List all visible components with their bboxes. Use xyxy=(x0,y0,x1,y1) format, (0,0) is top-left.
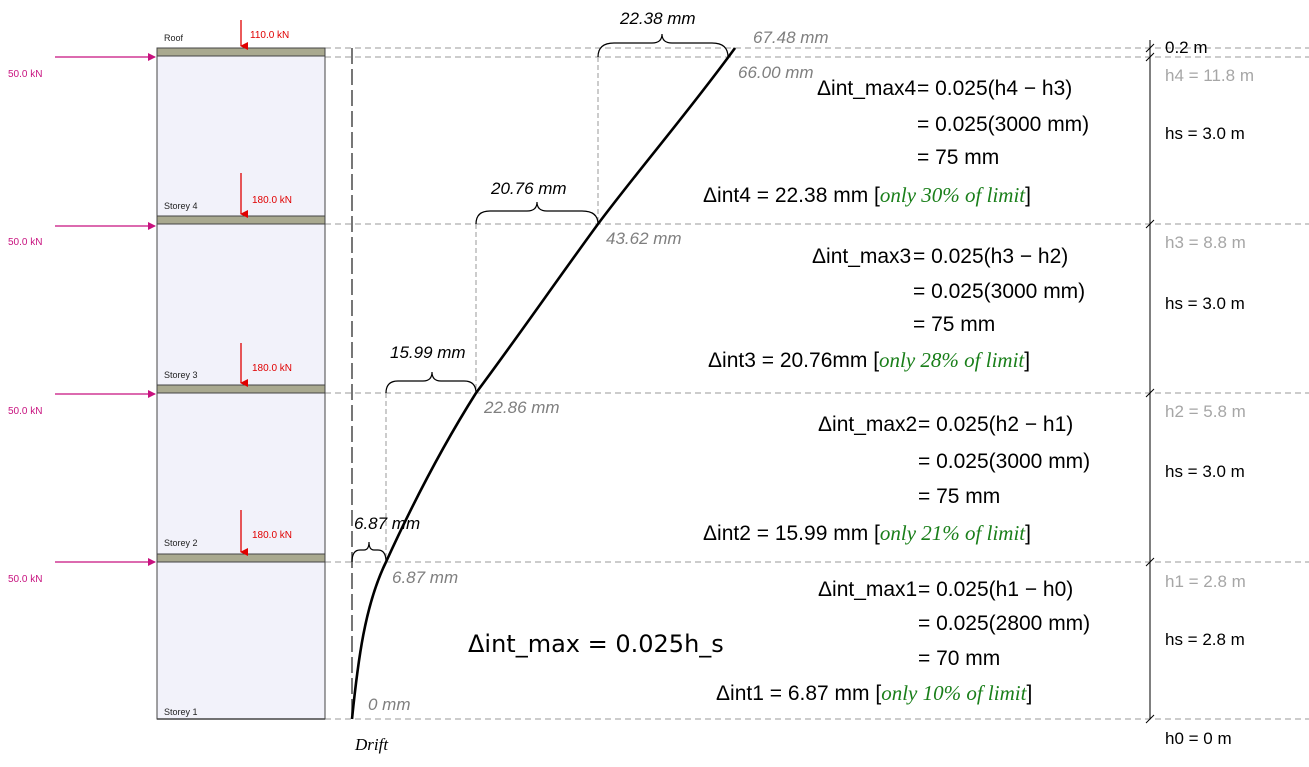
floor-label: Storey 4 xyxy=(164,201,198,211)
lateral-load-label: 50.0 kN xyxy=(8,406,42,417)
slab-storey3 xyxy=(156,384,326,394)
storey-equations: Δint_max4 = 0.025(h4 − h3) = 0.025(3000 … xyxy=(703,77,1090,705)
actual-drift-line: Δint2 = 15.99 mm [only 21% of limit] xyxy=(703,521,1031,545)
max-drift-line: = 0.025(3000 mm) xyxy=(918,450,1090,473)
drift-axis-label: Drift xyxy=(354,735,389,754)
bracket-storey2 xyxy=(385,371,477,394)
bracket-storey4 xyxy=(597,33,729,58)
slab-roof xyxy=(156,47,326,57)
cumulative-drift-label: 66.00 mm xyxy=(738,63,814,82)
lateral-load-label: 50.0 kN xyxy=(8,69,42,80)
interstorey-drift-label: 20.76 mm xyxy=(490,179,567,198)
gravity-load-label: 180.0 kN xyxy=(252,530,292,541)
elevation-label: h4 = 11.8 m xyxy=(1165,66,1254,85)
floor-label: Storey 2 xyxy=(164,538,198,548)
height-dimension-line xyxy=(1145,40,1155,724)
elevation-label: h3 = 8.8 m xyxy=(1165,233,1246,252)
storey-height-label: hs = 3.0 m xyxy=(1165,462,1245,481)
cumulative-drift-label: 22.86 mm xyxy=(483,398,560,417)
interstorey-brackets xyxy=(351,33,729,563)
cumulative-drift-label: 43.62 mm xyxy=(606,229,682,248)
interstorey-drift-label: 22.38 mm xyxy=(619,9,696,28)
max-drift-line: = 0.025(2800 mm) xyxy=(918,612,1090,635)
max-drift-line: = 0.025(h4 − h3) xyxy=(917,77,1072,100)
drift-projection-lines xyxy=(385,57,599,562)
bracket-storey1 xyxy=(351,541,387,563)
level-lines xyxy=(325,47,1309,720)
elevation-label: 0.2 m xyxy=(1165,38,1208,57)
floor-label: Storey 3 xyxy=(164,370,198,380)
actual-drift-line: Δint4 = 22.38 mm [only 30% of limit] xyxy=(703,183,1031,207)
lateral-load-label: 50.0 kN xyxy=(8,237,42,248)
max-drift-line: = 0.025(h3 − h2) xyxy=(913,245,1068,268)
gravity-load-label: 110.0 kN xyxy=(250,30,289,41)
gravity-load-label: 180.0 kN xyxy=(252,363,292,374)
building-frame: Roof Storey 4 Storey 3 Storey 2 Storey 1 xyxy=(156,33,326,720)
max-drift-line: = 0.025(h2 − h1) xyxy=(918,413,1073,436)
actual-drift-line: Δint3 = 20.76mm [only 28% of limit] xyxy=(708,348,1030,372)
floor-label: Storey 1 xyxy=(164,707,198,717)
cumulative-drift-label: 6.87 mm xyxy=(392,568,458,587)
max-drift-symbol: Δint_max1 xyxy=(818,578,917,601)
storey-height-label: hs = 3.0 m xyxy=(1165,294,1245,313)
max-drift-line: = 75 mm xyxy=(918,485,1000,508)
general-drift-limit-formula: Δint_max = 0.025h_s xyxy=(468,630,724,658)
max-drift-line: = 75 mm xyxy=(913,313,995,336)
gravity-load-label: 180.0 kN xyxy=(252,195,292,206)
max-drift-line: = 0.025(h1 − h0) xyxy=(918,578,1073,601)
elevation-label: h2 = 5.8 m xyxy=(1165,402,1246,421)
storey-height-label: hs = 3.0 m xyxy=(1165,124,1245,143)
cumulative-drift-label: 0 mm xyxy=(368,695,411,714)
bracket-storey3 xyxy=(475,201,599,225)
floor-label: Roof xyxy=(164,33,184,43)
interstorey-drift-label: 6.87 mm xyxy=(354,514,420,533)
elevation-label: h1 = 2.8 m xyxy=(1165,572,1246,591)
max-drift-symbol: Δint_max4 xyxy=(817,77,917,100)
max-drift-line: = 75 mm xyxy=(917,146,999,169)
lateral-load-label: 50.0 kN xyxy=(8,574,42,585)
lateral-loads xyxy=(55,53,156,566)
interstorey-drift-label: 15.99 mm xyxy=(390,343,466,362)
actual-drift-line: Δint1 = 6.87 mm [only 10% of limit] xyxy=(716,681,1032,705)
deflected-shape-curve xyxy=(350,47,737,720)
storey-height-label: hs = 2.8 m xyxy=(1165,630,1245,649)
max-drift-line: = 0.025(3000 mm) xyxy=(913,280,1085,303)
max-drift-symbol: Δint_max2 xyxy=(818,413,917,436)
cumulative-drift-label: 67.48 mm xyxy=(753,28,829,47)
max-drift-line: = 0.025(3000 mm) xyxy=(917,113,1089,136)
slab-storey4 xyxy=(156,215,326,225)
max-drift-symbol: Δint_max3 xyxy=(812,245,911,268)
slab-storey2 xyxy=(156,553,326,563)
max-drift-line: = 70 mm xyxy=(918,647,1000,670)
elevation-label: h0 = 0 m xyxy=(1165,729,1232,748)
